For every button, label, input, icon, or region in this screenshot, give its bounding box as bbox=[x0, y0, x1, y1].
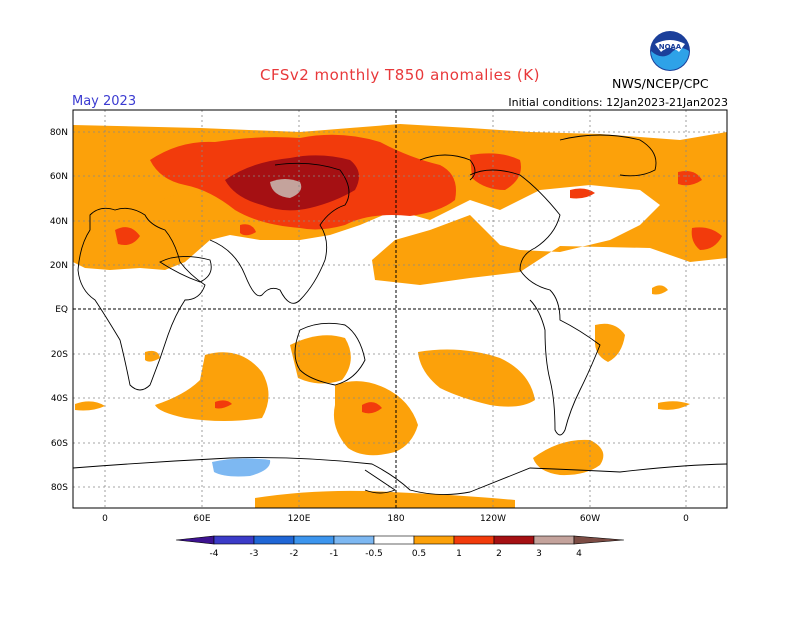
forecast-month: May 2023 bbox=[72, 94, 137, 109]
equator-dateline bbox=[73, 110, 727, 508]
colorbar-label: -1 bbox=[330, 549, 339, 559]
colorbar-label: -3 bbox=[250, 549, 259, 559]
colorbar bbox=[175, 535, 625, 545]
lon-label: 60W bbox=[580, 514, 600, 524]
graticule bbox=[73, 110, 727, 508]
lat-label: 40S bbox=[51, 394, 68, 404]
colorbar-label: 1 bbox=[456, 549, 462, 559]
lon-label: 180 bbox=[387, 514, 404, 524]
lat-label: 80N bbox=[50, 128, 68, 138]
colorbar-label: -0.5 bbox=[365, 549, 383, 559]
lon-label: 60E bbox=[193, 514, 210, 524]
lat-label: 20N bbox=[50, 261, 68, 271]
colorbar-label: 2 bbox=[496, 549, 502, 559]
lat-label: 80S bbox=[51, 483, 68, 493]
lat-label: EQ bbox=[55, 305, 68, 315]
agency-label: NWS/NCEP/CPC bbox=[612, 76, 709, 91]
lon-label: 120W bbox=[480, 514, 506, 524]
colorbar-label: -2 bbox=[290, 549, 299, 559]
lon-label: 120E bbox=[288, 514, 311, 524]
lon-label: 0 bbox=[683, 514, 689, 524]
lat-label: 40N bbox=[50, 217, 68, 227]
colorbar-label: 4 bbox=[576, 549, 582, 559]
anomaly-neg bbox=[212, 458, 271, 477]
initial-conditions: Initial conditions: 12Jan2023-21Jan2023 bbox=[508, 96, 728, 109]
lat-label: 20S bbox=[51, 350, 68, 360]
lon-label: 0 bbox=[102, 514, 108, 524]
lat-label: 60S bbox=[51, 439, 68, 449]
coastlines bbox=[73, 134, 727, 495]
colorbar-label: 0.5 bbox=[412, 549, 426, 559]
colorbar-label: -4 bbox=[210, 549, 219, 559]
colorbar-label: 3 bbox=[536, 549, 542, 559]
anomaly-3-4 bbox=[270, 179, 302, 198]
map-title: CFSv2 monthly T850 anomalies (K) bbox=[260, 66, 540, 84]
noaa-logo: NOAA bbox=[649, 30, 691, 76]
lat-label: 60N bbox=[50, 172, 68, 182]
svg-text:NOAA: NOAA bbox=[659, 43, 682, 51]
